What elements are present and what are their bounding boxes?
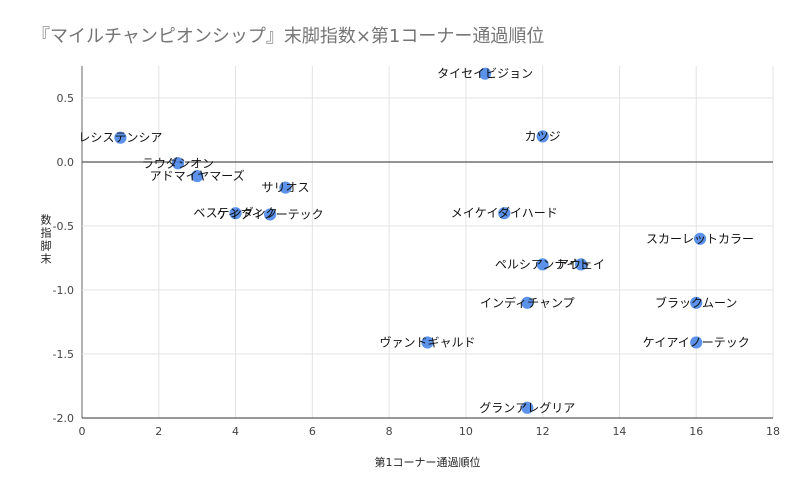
data-point bbox=[535, 257, 550, 272]
y-tick-label: -2.0 bbox=[53, 412, 74, 425]
data-point bbox=[689, 335, 704, 350]
x-tick-label: 16 bbox=[689, 425, 703, 438]
data-point bbox=[171, 156, 185, 171]
point-label: ケイアイノーテック bbox=[217, 207, 324, 221]
data-point bbox=[420, 335, 435, 350]
data-point bbox=[520, 295, 535, 310]
x-tick-labels: 0 2 4 6 8 10 12 14 16 18 bbox=[79, 425, 781, 438]
data-points bbox=[113, 66, 707, 415]
point-label: グランアレグリア bbox=[479, 401, 575, 415]
point-label: インディチャンプ bbox=[480, 295, 575, 310]
y-tick-labels: -2.0 -1.5 -1.0 -0.5 0.0 0.5 bbox=[53, 92, 74, 425]
y-axis-title-char: 指 bbox=[41, 226, 52, 240]
point-label: サリオス bbox=[261, 181, 309, 195]
y-tick-label: 0.5 bbox=[57, 92, 75, 105]
point-label: ブラックムーン bbox=[655, 295, 737, 310]
point-label: ラウダシオン bbox=[142, 155, 214, 170]
point-label: ペルシアンナイト bbox=[495, 257, 591, 271]
data-point bbox=[278, 180, 293, 195]
x-tick-label: 4 bbox=[232, 425, 239, 438]
data-point bbox=[263, 207, 278, 222]
y-tick-label: -1.0 bbox=[53, 284, 74, 297]
data-point bbox=[520, 400, 535, 415]
y-tick-label: -0.5 bbox=[53, 220, 74, 233]
x-tick-label: 0 bbox=[79, 425, 86, 438]
x-tick-label: 18 bbox=[766, 425, 780, 438]
data-point bbox=[113, 130, 128, 145]
data-point bbox=[535, 129, 550, 144]
point-label: ケイアイノーテック bbox=[643, 335, 750, 349]
x-tick-label: 10 bbox=[459, 425, 473, 438]
data-point bbox=[228, 206, 243, 221]
y-axis-title-char: 脚 bbox=[41, 239, 52, 253]
point-label: ベステンダンク bbox=[193, 205, 277, 220]
x-tick-label: 6 bbox=[309, 425, 316, 438]
data-point bbox=[574, 257, 588, 272]
x-tick-label: 8 bbox=[386, 425, 393, 438]
y-tick-label: -1.5 bbox=[53, 348, 74, 361]
point-label: アドマイヤマーズ bbox=[150, 168, 245, 183]
x-tick-label: 14 bbox=[612, 425, 626, 438]
y-axis-title-char: 末 bbox=[41, 252, 52, 266]
point-label: ヴァンドギャルド bbox=[379, 334, 475, 349]
point-label: メイケイダイハード bbox=[451, 205, 558, 220]
data-point bbox=[190, 169, 205, 183]
x-tick-label: 2 bbox=[155, 425, 162, 438]
x-axis-title: 第1コーナー通過順位 bbox=[375, 455, 481, 469]
point-label: カツジ bbox=[525, 129, 561, 143]
x-tick-label: 12 bbox=[536, 425, 550, 438]
chart-title: 『マイルチャンピオンシップ』末脚指数×第1コーナー通過順位 bbox=[32, 26, 545, 47]
data-point bbox=[478, 66, 492, 81]
point-label: レシステンシア bbox=[78, 131, 162, 145]
data-point bbox=[693, 231, 707, 246]
y-axis-title-char: 数 bbox=[41, 214, 52, 227]
point-label: タイセイビジョン bbox=[437, 67, 533, 81]
data-point bbox=[689, 295, 704, 310]
point-label: スカーレットカラー bbox=[646, 232, 754, 246]
data-point bbox=[497, 206, 512, 221]
point-label: アウェイ bbox=[557, 257, 605, 271]
y-tick-label: 0.0 bbox=[57, 156, 75, 169]
